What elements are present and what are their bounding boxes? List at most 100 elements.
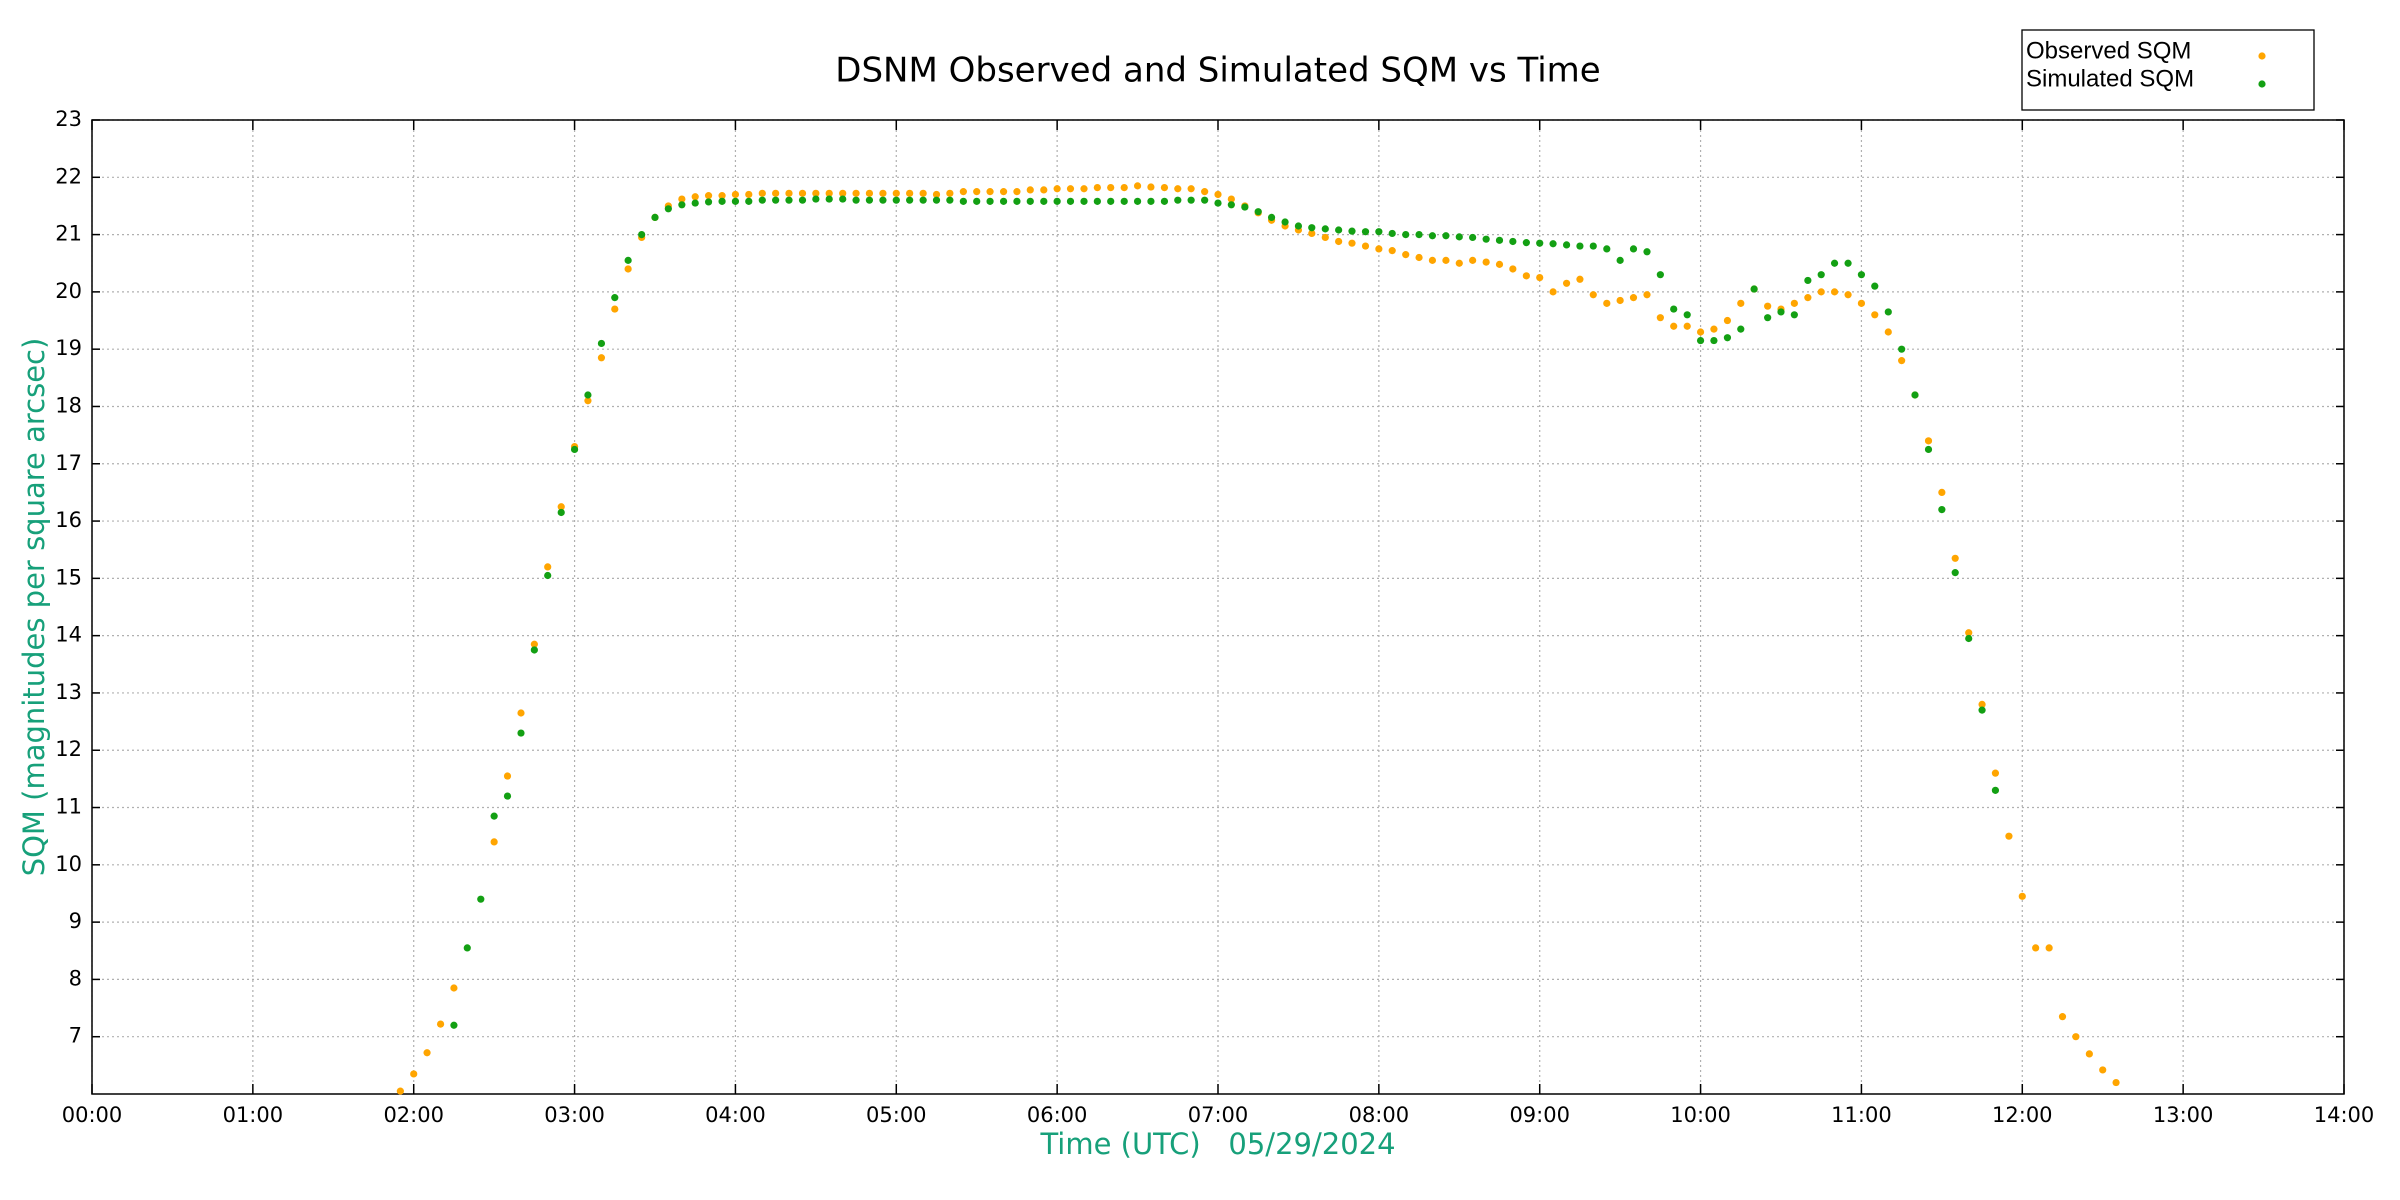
y-tick-label: 12 xyxy=(55,737,82,761)
point xyxy=(1308,224,1316,232)
point xyxy=(1335,237,1343,246)
point xyxy=(1549,288,1557,296)
point xyxy=(1509,237,1517,246)
point xyxy=(1335,226,1343,234)
point xyxy=(879,196,887,204)
point xyxy=(450,984,458,992)
point xyxy=(1066,185,1075,193)
point xyxy=(611,294,619,302)
point xyxy=(1254,208,1262,216)
point xyxy=(919,196,927,204)
point xyxy=(1656,271,1664,279)
point xyxy=(1308,229,1316,238)
point xyxy=(1857,271,1866,279)
point xyxy=(410,1070,418,1078)
point xyxy=(704,198,713,206)
point xyxy=(1388,247,1396,255)
point xyxy=(1830,288,1839,296)
point xyxy=(798,189,807,197)
point xyxy=(731,197,740,205)
point xyxy=(1536,239,1544,247)
x-tick-label: 02:00 xyxy=(383,1103,444,1127)
point xyxy=(785,196,793,204)
point xyxy=(463,944,471,952)
y-tick-label: 14 xyxy=(55,623,82,647)
point xyxy=(1629,245,1638,253)
point xyxy=(597,354,606,362)
point xyxy=(1522,239,1530,247)
point xyxy=(1924,445,1933,454)
point xyxy=(892,189,900,197)
x-tick-label: 01:00 xyxy=(223,1103,284,1127)
point xyxy=(1978,700,1986,709)
point xyxy=(1576,275,1584,283)
point xyxy=(1911,391,1919,399)
x-tick-label: 04:00 xyxy=(705,1103,766,1127)
point xyxy=(973,197,981,205)
x-tick-label: 03:00 xyxy=(544,1103,605,1127)
point xyxy=(1683,311,1691,319)
point xyxy=(892,196,900,204)
point xyxy=(1616,296,1624,305)
x-tick-label: 00:00 xyxy=(62,1103,123,1127)
point xyxy=(423,1049,431,1057)
point xyxy=(1562,241,1571,249)
x-tick-label: 07:00 xyxy=(1188,1103,1249,1127)
point xyxy=(1107,197,1115,205)
point xyxy=(1603,245,1611,253)
point xyxy=(1576,242,1584,250)
point xyxy=(1871,311,1879,319)
point xyxy=(946,196,954,204)
y-tick-label: 19 xyxy=(55,336,82,360)
point xyxy=(1321,233,1329,242)
y-tick-label: 15 xyxy=(55,565,82,589)
point xyxy=(745,197,753,205)
point xyxy=(999,197,1008,205)
y-tick-label: 23 xyxy=(55,107,82,131)
point xyxy=(865,196,874,204)
x-tick-label: 12:00 xyxy=(1992,1103,2053,1127)
point xyxy=(1670,322,1678,330)
point xyxy=(959,197,967,205)
point xyxy=(1495,260,1504,268)
point xyxy=(517,729,525,737)
point xyxy=(946,189,954,197)
point xyxy=(436,1020,445,1028)
point xyxy=(1951,569,1959,577)
legend-label: Observed SQM xyxy=(2026,37,2191,64)
y-tick-label: 10 xyxy=(55,852,82,876)
point xyxy=(1790,311,1798,319)
point xyxy=(839,189,847,197)
point xyxy=(2112,1078,2120,1087)
point xyxy=(812,189,820,197)
x-tick-label: 08:00 xyxy=(1349,1103,1410,1127)
point xyxy=(2018,892,2026,900)
point xyxy=(678,201,686,209)
point xyxy=(1777,308,1785,316)
legend-marker xyxy=(2258,52,2266,60)
point xyxy=(919,189,927,197)
point xyxy=(1884,328,1892,336)
x-tick-label: 14:00 xyxy=(2314,1103,2375,1127)
y-tick-label: 21 xyxy=(55,222,82,246)
point xyxy=(1080,185,1088,193)
point xyxy=(1281,218,1289,226)
point xyxy=(611,305,619,313)
y-tick-label: 17 xyxy=(55,451,82,475)
point xyxy=(1361,242,1370,250)
y-tick-label: 8 xyxy=(69,966,82,990)
point xyxy=(396,1087,404,1095)
series xyxy=(396,182,2120,1095)
point xyxy=(1737,325,1745,333)
y-axis-label: SQM (magnitudes per square arcsec) xyxy=(17,338,51,877)
point xyxy=(772,189,780,197)
point xyxy=(638,230,646,239)
x-tick-label: 13:00 xyxy=(2153,1103,2214,1127)
x-tick-label: 09:00 xyxy=(1509,1103,1570,1127)
point xyxy=(999,188,1008,196)
point xyxy=(1871,282,1879,290)
point xyxy=(1589,291,1597,299)
point xyxy=(1040,197,1048,205)
